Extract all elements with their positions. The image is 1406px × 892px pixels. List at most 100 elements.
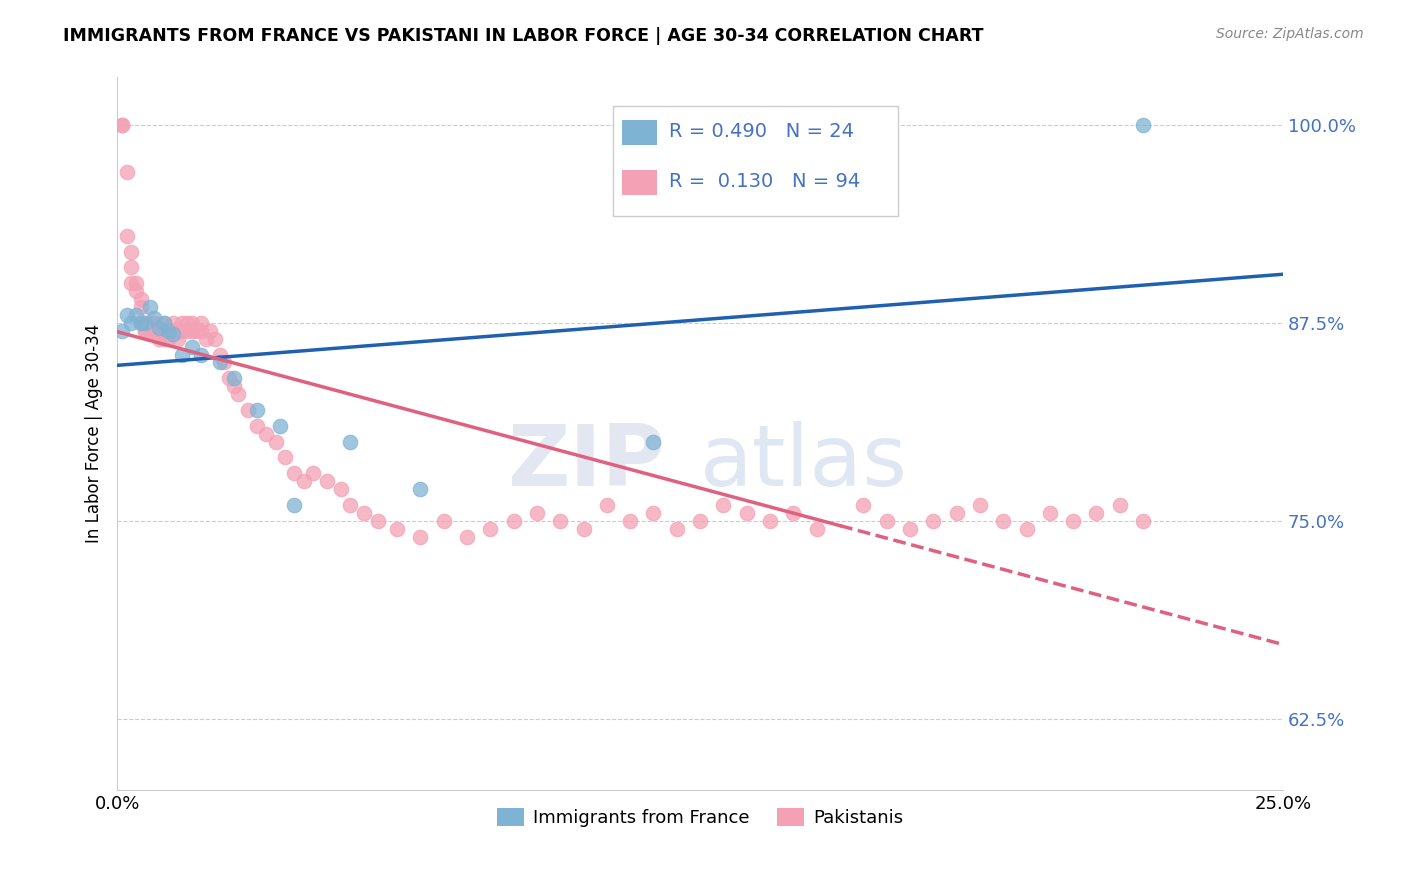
Point <box>339 434 361 449</box>
Text: atlas: atlas <box>700 421 908 504</box>
Point <box>134 316 156 330</box>
Point <box>115 165 138 179</box>
Point <box>292 474 315 488</box>
Point <box>200 324 222 338</box>
Point <box>409 482 432 496</box>
Point <box>254 426 277 441</box>
Point <box>993 514 1015 528</box>
Point <box>111 118 134 132</box>
Point <box>456 530 478 544</box>
Point <box>269 418 291 433</box>
Point <box>264 434 287 449</box>
Point <box>120 244 142 259</box>
Point <box>876 514 898 528</box>
Point <box>143 324 166 338</box>
Point <box>129 300 152 314</box>
Point <box>302 467 325 481</box>
Text: R = 0.490   N = 24: R = 0.490 N = 24 <box>669 122 853 141</box>
Point <box>353 506 375 520</box>
Text: IMMIGRANTS FROM FRANCE VS PAKISTANI IN LABOR FORCE | AGE 30-34 CORRELATION CHART: IMMIGRANTS FROM FRANCE VS PAKISTANI IN L… <box>63 27 984 45</box>
Point <box>1039 506 1062 520</box>
Point <box>713 498 735 512</box>
Point <box>162 326 184 341</box>
Point <box>1015 522 1038 536</box>
Point <box>1085 506 1108 520</box>
Point <box>596 498 619 512</box>
Point <box>166 324 188 338</box>
Point <box>548 514 571 528</box>
Point <box>619 514 641 528</box>
Point <box>120 260 142 275</box>
Point <box>208 347 231 361</box>
Point <box>139 324 162 338</box>
Point <box>214 355 236 369</box>
Point <box>502 514 524 528</box>
Point <box>190 347 212 361</box>
Y-axis label: In Labor Force | Age 30-34: In Labor Force | Age 30-34 <box>86 324 103 543</box>
Point <box>643 434 665 449</box>
Point <box>115 228 138 243</box>
Point <box>204 332 226 346</box>
FancyBboxPatch shape <box>613 106 898 217</box>
Point <box>111 324 134 338</box>
Point <box>316 474 339 488</box>
Point <box>190 316 212 330</box>
Point <box>665 522 688 536</box>
Point <box>120 316 142 330</box>
Point <box>172 347 194 361</box>
Point <box>148 324 170 338</box>
Point <box>479 522 502 536</box>
Point <box>236 403 259 417</box>
Point <box>735 506 758 520</box>
Point <box>143 324 166 338</box>
Point <box>385 522 408 536</box>
Point <box>186 324 208 338</box>
Point <box>134 324 156 338</box>
Point <box>176 324 198 338</box>
Point <box>526 506 548 520</box>
Point <box>134 316 156 330</box>
Point <box>339 498 361 512</box>
Point <box>157 332 180 346</box>
Point <box>125 284 148 298</box>
Point <box>139 316 162 330</box>
Point <box>125 277 148 291</box>
Point <box>572 522 595 536</box>
Point <box>153 316 176 330</box>
FancyBboxPatch shape <box>621 170 657 195</box>
Point <box>246 418 269 433</box>
Point <box>1132 514 1154 528</box>
Point <box>139 300 162 314</box>
Point <box>111 118 134 132</box>
Point <box>759 514 782 528</box>
Point <box>643 506 665 520</box>
Text: ZIP: ZIP <box>508 421 665 504</box>
Point <box>283 498 305 512</box>
Point <box>283 467 305 481</box>
Point <box>176 316 198 330</box>
Point <box>148 332 170 346</box>
Point <box>172 316 194 330</box>
Point <box>129 292 152 306</box>
Point <box>194 332 217 346</box>
Point <box>148 320 170 334</box>
Point <box>922 514 945 528</box>
Point <box>153 316 176 330</box>
Point <box>180 340 202 354</box>
Point <box>689 514 711 528</box>
Point <box>120 277 142 291</box>
Point <box>180 316 202 330</box>
Point <box>222 371 245 385</box>
Point <box>218 371 240 385</box>
Point <box>208 355 231 369</box>
Point <box>945 506 967 520</box>
Text: Source: ZipAtlas.com: Source: ZipAtlas.com <box>1216 27 1364 41</box>
Point <box>969 498 991 512</box>
Point <box>367 514 389 528</box>
Point <box>228 387 250 401</box>
Point <box>409 530 432 544</box>
Point <box>1132 118 1154 132</box>
Point <box>852 498 875 512</box>
Point <box>153 332 176 346</box>
Point <box>143 311 166 326</box>
